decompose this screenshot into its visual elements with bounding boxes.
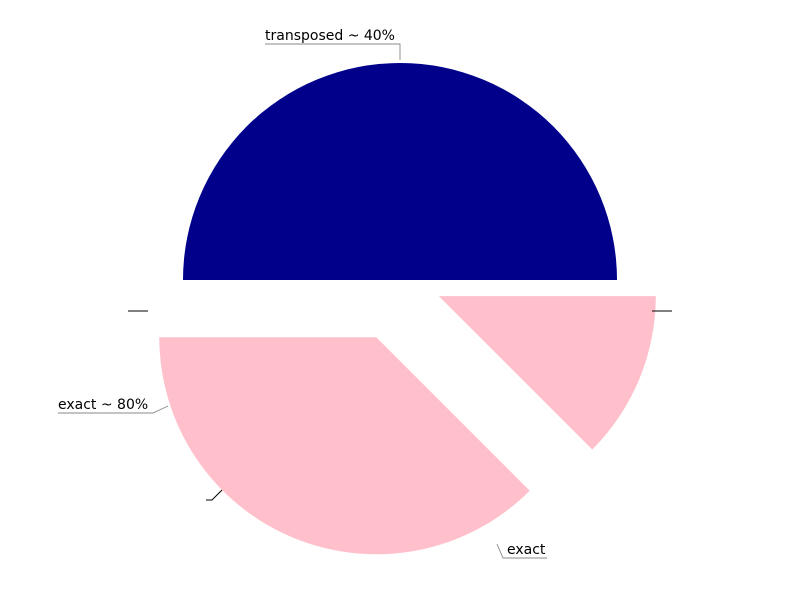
pie-slice-exact-80 (438, 296, 656, 450)
tick-mark-empty-slice (206, 489, 223, 501)
leader-line-exact (496, 543, 547, 559)
slice-label-exact-80: exact ~ 80% (58, 397, 148, 413)
slice-label-exact: exact (507, 542, 546, 558)
pie-slice-exact (159, 337, 530, 555)
pie-slice-transposed (183, 63, 617, 280)
slice-label-transposed: transposed ~ 40% (265, 28, 395, 44)
leader-line-transposed (265, 43, 401, 60)
leader-line-exact-80 (58, 405, 169, 414)
